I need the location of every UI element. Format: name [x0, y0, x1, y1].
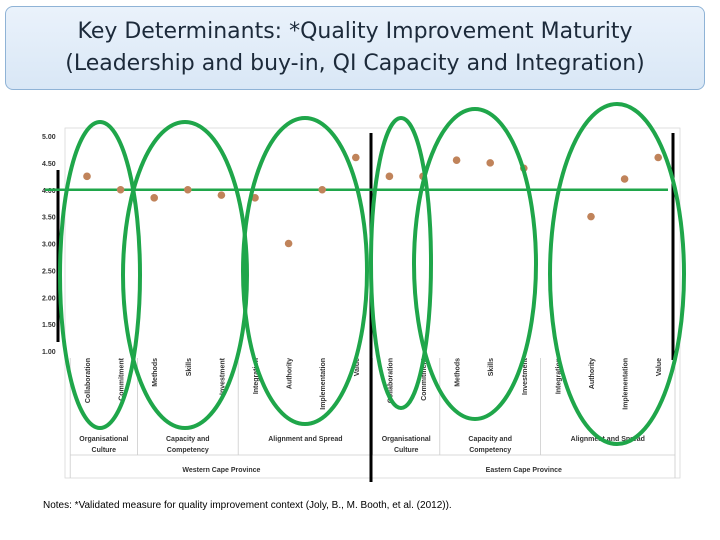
data-point [116, 185, 125, 194]
category-label: Skills [488, 358, 495, 376]
highlight-ellipse [121, 120, 249, 430]
y-tick-label: 2.50 [42, 268, 56, 275]
data-point [217, 191, 226, 199]
category-label: Commitment [421, 357, 428, 400]
category-label: Integration [253, 358, 260, 394]
y-tick-label: 3.00 [42, 242, 56, 249]
group-label: Competency [167, 447, 209, 454]
category-label: Implementation [623, 358, 630, 410]
category-label: Collaboration [387, 358, 394, 403]
category-label: Collaboration [85, 358, 92, 403]
group-label: Culture [394, 447, 419, 454]
data-point [587, 212, 595, 221]
y-tick-label: 1.00 [42, 349, 56, 356]
title-line-1: Key Determinants: *Quality Improvement M… [77, 19, 633, 44]
highlight-ellipse [58, 120, 142, 430]
category-label: Skills [186, 358, 193, 376]
highlight-ellipse [369, 116, 433, 410]
slide-title: Key Determinants: *Quality Improvement M… [5, 6, 705, 90]
data-point [654, 153, 662, 162]
highlight-ellipse [548, 102, 686, 446]
chart-notes: Notes: *Validated measure for quality im… [43, 500, 452, 511]
data-point [385, 172, 394, 181]
data-point [284, 239, 293, 248]
y-tick-label: 3.50 [42, 215, 56, 222]
y-tick-label: 2.00 [42, 295, 56, 302]
group-label: Alignment and Spread [268, 436, 342, 443]
title-line-2: (Leadership and buy-in, QI Capacity and … [65, 51, 645, 76]
category-label: Investment [219, 357, 226, 395]
category-label: Authority [287, 358, 294, 389]
category-label: Value [656, 358, 663, 376]
category-label: Implementation [320, 358, 327, 410]
category-label: Value [354, 358, 361, 376]
data-point [184, 185, 192, 194]
group-label: Organisational [79, 436, 128, 443]
highlight-ellipse [412, 107, 538, 421]
data-point [452, 156, 461, 164]
category-label: Methods [152, 358, 159, 387]
group-label: Organisational [382, 436, 431, 443]
province-label: Western Cape Province [182, 467, 260, 474]
y-tick-label: 4.50 [42, 161, 56, 168]
data-point [318, 185, 327, 194]
data-point [251, 194, 259, 202]
category-label: Investment [522, 357, 529, 395]
group-label: Alignment and Spread [571, 436, 645, 443]
y-tick-label: 4.00 [42, 188, 56, 195]
category-label: Commitment [119, 357, 126, 400]
y-tick-label: 5.00 [42, 134, 56, 141]
data-point [620, 175, 629, 183]
group-label: Competency [469, 447, 511, 454]
highlight-ellipse [241, 116, 369, 426]
category-label: Integration [555, 358, 562, 394]
province-label: Eastern Cape Province [486, 467, 562, 474]
data-point [352, 153, 360, 162]
group-label: Culture [92, 447, 117, 454]
data-point [150, 194, 158, 202]
y-tick-label: 1.50 [42, 322, 56, 329]
data-point [486, 159, 495, 167]
category-label: Authority [589, 358, 596, 389]
data-point [83, 172, 91, 181]
group-label: Capacity and [468, 436, 512, 443]
category-label: Methods [455, 358, 462, 387]
group-label: Capacity and [166, 436, 210, 443]
